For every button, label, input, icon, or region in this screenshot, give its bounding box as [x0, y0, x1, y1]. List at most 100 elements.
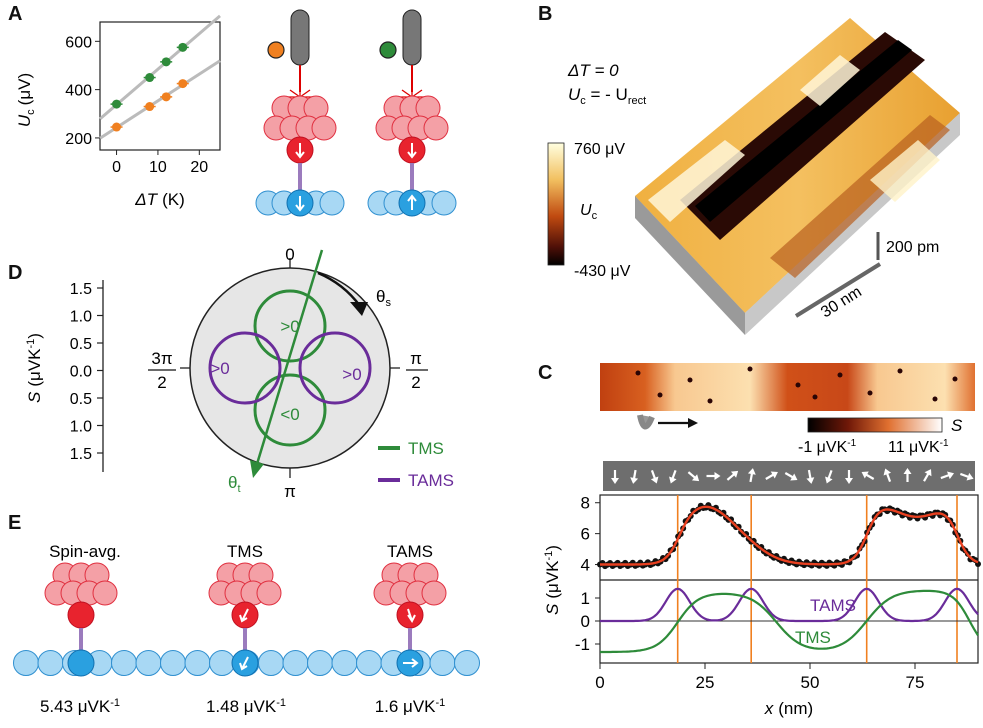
theta-s-arrowhead-icon	[350, 302, 368, 316]
panel-letter-e: E	[8, 512, 22, 534]
y-tick-label: 600	[65, 34, 92, 51]
stm-tip-icon	[290, 9, 310, 66]
svg-text:3π: 3π	[151, 349, 172, 368]
panel-e-figure: Spin-avg. TMS TAMS 5.43 μVK-1 1.48 μVK-1…	[13, 542, 480, 716]
x-tick-label: 0	[112, 159, 121, 176]
stm-tip-icon	[402, 9, 422, 66]
data-point	[161, 92, 171, 102]
tms-lobe-top	[253, 289, 327, 363]
scan-arrowhead-icon	[688, 418, 698, 428]
adatom	[67, 649, 95, 677]
data-point	[145, 102, 155, 112]
value-spin-avg: 5.43 μVK-1	[40, 697, 120, 716]
x-tick-label: 0	[595, 673, 604, 692]
spin-arrow-icon	[687, 471, 700, 482]
label-tams: TAMS	[387, 542, 433, 561]
svg-text:2: 2	[157, 373, 166, 392]
panel-d-y-label: S(μVK-1)	[25, 333, 44, 403]
y-tick-label: 1.0	[70, 309, 92, 326]
theta-t-label: θt	[228, 473, 241, 495]
theta-t-arrowhead-icon	[250, 460, 264, 478]
panel-b-figure: ΔT = 0 Uc = - Urect 760 μV -430 μV Uc 20…	[547, 18, 960, 335]
svg-text:Uc(μV): Uc(μV)	[15, 73, 37, 127]
spin-arrow-icon	[784, 472, 798, 481]
y-tick-label: 4	[581, 556, 590, 575]
x-tick-label: 50	[801, 673, 820, 692]
spin-down-arrow-icon	[295, 196, 305, 212]
panel-c-x-label: x (nm)	[764, 699, 813, 718]
x-tick-label: 75	[906, 673, 925, 692]
height-scale-label: 200 pm	[886, 239, 939, 256]
spin-arrow-icon	[903, 468, 912, 482]
y-tick-label: 1	[581, 589, 590, 608]
panel-a-figure: 0 10 20 200 400 600 Uc(μV) ΔT (K)	[15, 9, 457, 217]
value-tms: 1.48 μVK-1	[206, 697, 286, 716]
theta-s-label: θs	[376, 287, 391, 309]
panel-a-x-label: ΔT (K)	[134, 190, 184, 209]
data-point	[112, 99, 122, 109]
angle-pi-half-label: π 2	[406, 349, 428, 392]
panel-letter-c: C	[538, 362, 553, 384]
series-label-tams: TAMS	[810, 596, 856, 615]
lobe-top-label: >0	[280, 317, 299, 336]
substrate-atom	[184, 650, 211, 676]
spin-arrow-icon	[806, 469, 815, 484]
y-tick-label: 6	[581, 525, 590, 544]
panel-a-scatter-plot: 0 10 20 200 400 600	[65, 14, 221, 176]
spin-arrow-icon	[407, 608, 416, 623]
substrate-atom	[331, 650, 358, 676]
panel-d-figure: 1.5 1.0 0.5 0.0 0.5 1.0 1.5 S(μVK-1) >0 <0 >0 …	[25, 245, 454, 501]
substrate-atom	[135, 650, 162, 676]
substrate-atom	[111, 650, 137, 676]
spin-arrow-icon	[825, 469, 833, 484]
colorbar-max-label: 760 μV	[574, 141, 625, 158]
y-tick-label: 200	[65, 131, 92, 148]
condition-delta-t: ΔT = 0	[567, 61, 619, 80]
spin-arrow-icon	[747, 468, 756, 483]
spin-arrow-icon	[611, 470, 619, 484]
lobe-right-label: >0	[342, 365, 361, 384]
substrate-atom	[307, 650, 333, 676]
spin-arrow-icon	[403, 658, 419, 668]
spin-arrow-icon	[239, 656, 249, 671]
spin-arrows	[611, 468, 974, 484]
theta-t-line	[255, 249, 324, 465]
panel-a-y-label: Uc(μV)	[15, 73, 37, 127]
tams-lobe-left	[208, 331, 282, 405]
colorbar-min-label: -1 μVK-1	[798, 438, 857, 456]
svg-text:S(μVK-1): S(μVK-1)	[543, 545, 562, 615]
data-point	[145, 73, 155, 83]
angle-pi-label: π	[284, 482, 296, 501]
panel-c-y-label: S(μVK-1)	[543, 545, 562, 615]
green-marker-icon	[379, 41, 397, 59]
tams-lobe-right	[298, 331, 372, 405]
panel-c-s-map	[600, 363, 975, 411]
panel-d-y-ticks: 1.5 1.0 0.5 0.0 0.5 1.0 1.5	[70, 281, 103, 463]
spin-arrow-icon	[669, 469, 677, 484]
data-point	[178, 79, 188, 89]
tip-tams	[373, 562, 447, 677]
series-label-tms: TMS	[795, 628, 831, 647]
spin-arrow-icon	[861, 471, 875, 480]
legend-tams-label: TAMS	[408, 471, 454, 490]
spin-arrow-icon	[239, 608, 249, 623]
legend-tms-label: TMS	[408, 439, 444, 458]
y-tick-label: 0	[581, 612, 590, 631]
colorbar-max-label: 11 μVK-1	[888, 438, 949, 456]
colorbar-s-label: S	[951, 416, 963, 435]
x-tick-label: 20	[190, 159, 208, 176]
y-tick-label: 400	[65, 83, 92, 100]
orange-marker-icon	[267, 41, 285, 59]
angle-zero-label: 0	[285, 245, 294, 264]
panel-b-colorbar	[547, 142, 565, 266]
panel-d-legend: TMS TAMS	[378, 439, 454, 490]
spin-arrow-icon	[883, 468, 892, 483]
svg-text:S(μVK-1): S(μVK-1)	[25, 333, 44, 403]
panel-c-colorbar	[807, 417, 943, 433]
s-map-defects	[635, 366, 958, 404]
substrate-atom	[282, 650, 309, 676]
tip-tms	[208, 562, 282, 677]
substrate-atom	[13, 650, 39, 676]
lobe-left-label: >0	[210, 359, 229, 378]
